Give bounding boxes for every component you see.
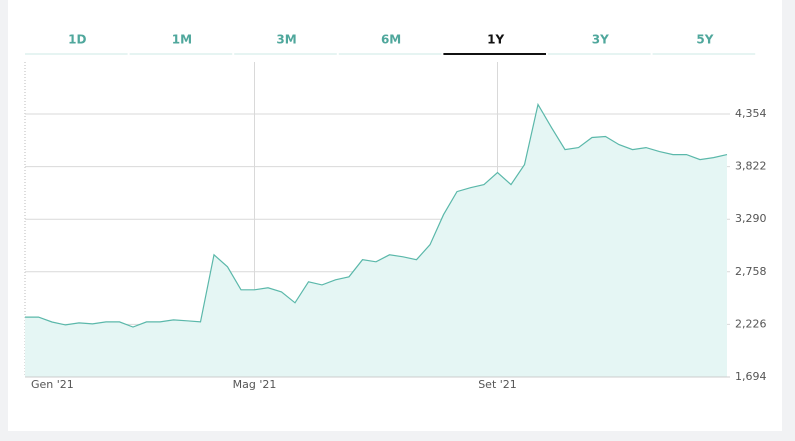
y-tick-label: 1,694 <box>735 370 767 383</box>
tab-label[interactable]: 1Y <box>487 33 504 47</box>
x-tick-label: Gen '21 <box>31 378 74 391</box>
y-tick-label: 4,354 <box>735 107 767 120</box>
tab-label[interactable]: 5Y <box>696 33 713 47</box>
y-tick-label: 2,226 <box>735 317 767 330</box>
area-fill <box>25 104 727 377</box>
tab-label[interactable]: 1D <box>68 33 86 47</box>
area-line <box>25 102 728 328</box>
y-tick-label: 2,758 <box>735 265 767 278</box>
x-tick-label: Mag '21 <box>233 378 277 391</box>
y-tick-label: 3,290 <box>735 212 767 225</box>
tab-label[interactable]: 6M <box>381 33 401 47</box>
tab-label[interactable]: 3Y <box>592 33 609 47</box>
tab-label[interactable]: 3M <box>276 33 296 47</box>
x-tick-label: Set '21 <box>478 378 517 391</box>
tab-label[interactable]: 1M <box>172 33 192 47</box>
y-tick-label: 3,822 <box>735 160 767 173</box>
